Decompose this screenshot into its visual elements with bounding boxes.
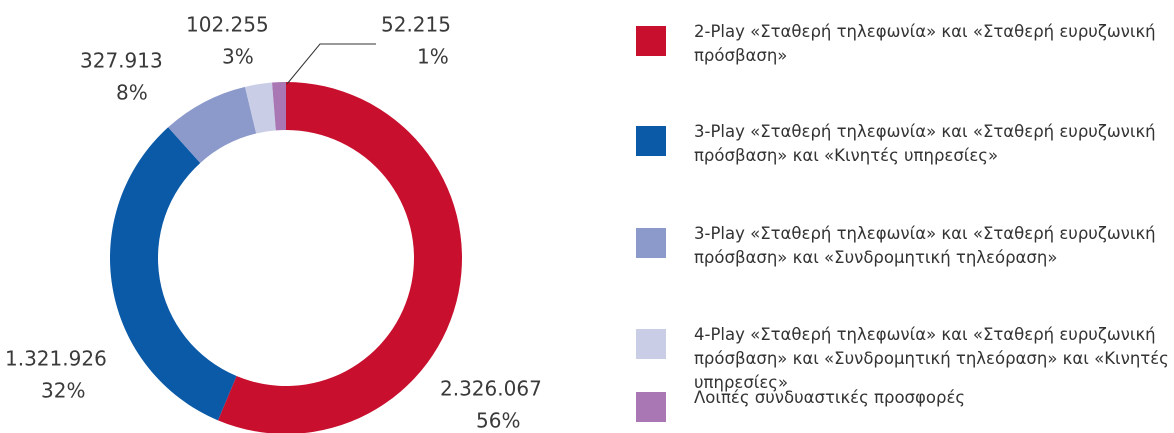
donut-slice	[272, 82, 286, 131]
legend-item: 3-Play «Σταθερή τηλεφωνία» και «Σταθερή …	[636, 120, 1172, 168]
legend-swatch	[636, 26, 666, 56]
legend-item: 2-Play «Σταθερή τηλεφωνία» και «Σταθερή …	[636, 20, 1172, 68]
value-label: 2.326.067	[440, 377, 542, 401]
value-label: 102.255	[186, 13, 269, 37]
leader-line	[286, 43, 376, 85]
legend-label: 3-Play «Σταθερή τηλεφωνία» και «Σταθερή …	[694, 224, 1156, 267]
donut-slice	[245, 82, 276, 134]
percentage-label: 8%	[116, 81, 148, 105]
legend-label: 4-Play «Σταθερή τηλεφωνία» και «Σταθερή …	[694, 325, 1169, 392]
percentage-label: 32%	[41, 379, 85, 403]
legend-label: 3-Play «Σταθερή τηλεφωνία» και «Σταθερή …	[694, 122, 1156, 165]
legend-swatch	[636, 228, 666, 258]
legend-swatch	[636, 329, 666, 359]
value-label: 1.321.926	[5, 347, 107, 371]
percentage-label: 56%	[476, 409, 520, 433]
donut-slice	[217, 82, 462, 433]
legend-item: 4-Play «Σταθερή τηλεφωνία» και «Σταθερή …	[636, 323, 1172, 395]
percentage-label: 3%	[222, 45, 254, 69]
legend-label: 2-Play «Σταθερή τηλεφωνία» και «Σταθερή …	[694, 22, 1156, 65]
legend-item: Λοιπές συνδυαστικές προσφορές	[636, 386, 1172, 422]
legend-item: 3-Play «Σταθερή τηλεφωνία» και «Σταθερή …	[636, 222, 1172, 270]
legend-swatch	[636, 126, 666, 156]
percentage-label: 1%	[417, 45, 449, 69]
legend-swatch	[636, 392, 666, 422]
value-label: 52.215	[381, 13, 451, 37]
value-label: 327.913	[80, 49, 163, 73]
donut-slice	[168, 86, 257, 163]
legend-label: Λοιπές συνδυαστικές προσφορές	[694, 388, 966, 407]
donut-slice	[109, 127, 237, 421]
